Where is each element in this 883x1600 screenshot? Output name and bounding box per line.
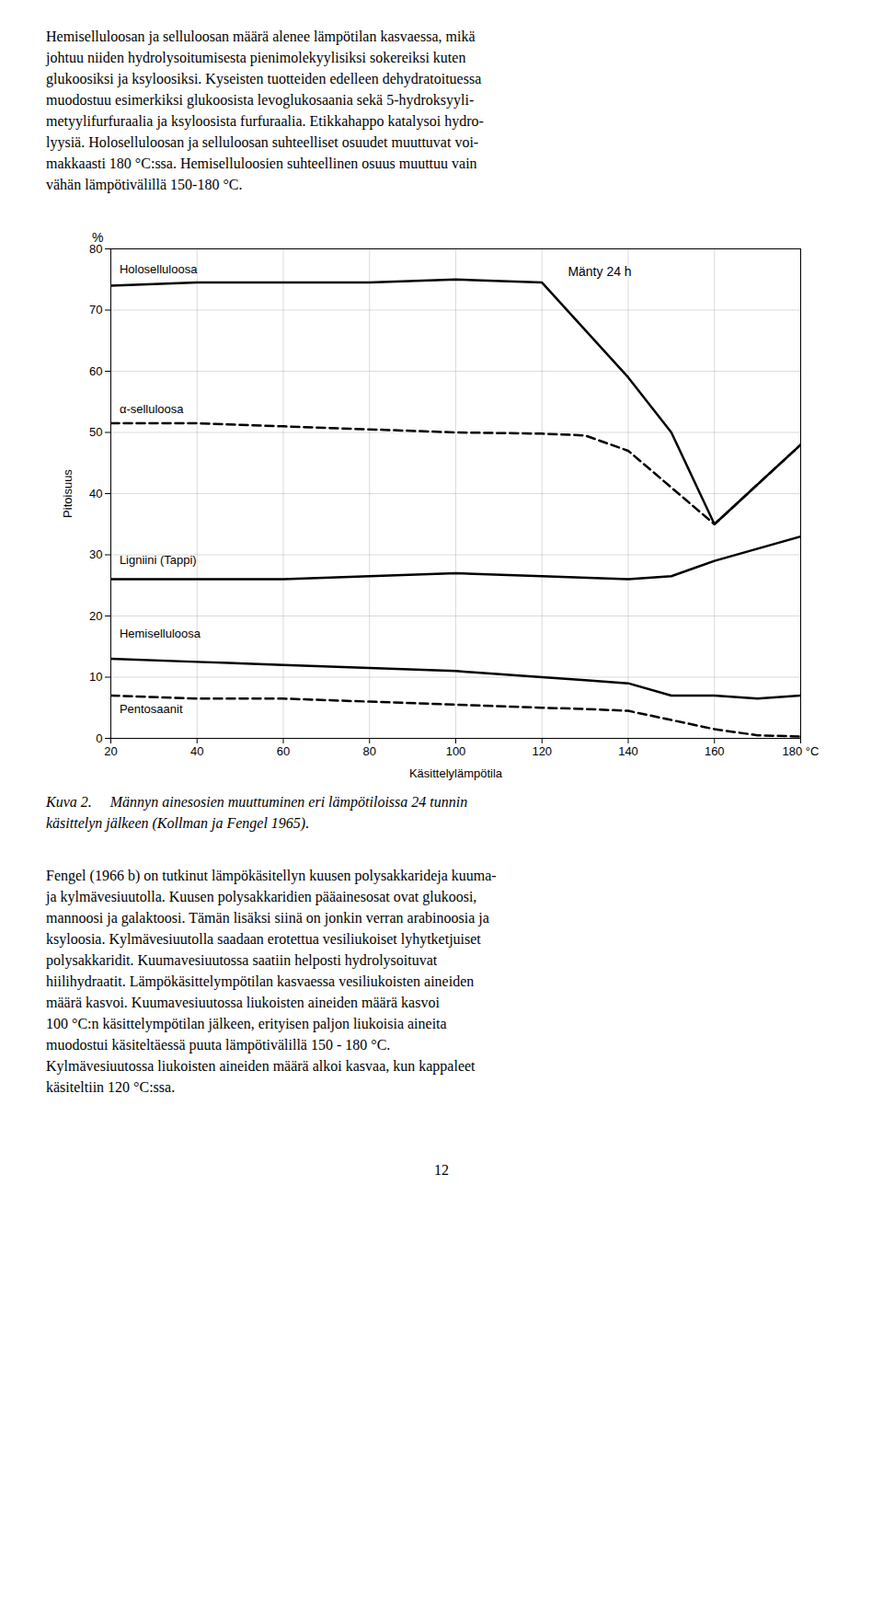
svg-text:Pitoisuus: Pitoisuus xyxy=(60,469,75,518)
html-text:metyylifurfuraalia ja ksyloosi: metyylifurfuraalia ja ksyloosista furfur… xyxy=(45,113,484,129)
svg-text:70: 70 xyxy=(89,302,103,317)
html-text:makkaasti 180 °C:ssa. Hemisell: makkaasti 180 °C:ssa. Hemiselluloosien s… xyxy=(45,155,478,172)
html-text:glukoosiksi ja ksyloosiksi. Ky: glukoosiksi ja ksyloosiksi. Kyseisten tu… xyxy=(45,70,482,87)
svg-text:Ligniini (Tappi): Ligniini (Tappi) xyxy=(119,552,197,567)
html-text:Kuva 2. Männyn ainesosien muut: Kuva 2. Männyn ainesosien muuttuminen er… xyxy=(45,793,468,810)
svg-text:Hemiselluloosa: Hemiselluloosa xyxy=(119,626,202,641)
svg-text:180 °C: 180 °C xyxy=(782,744,820,758)
html-text:lyysiä. Holoselluloosan ja sel: lyysiä. Holoselluloosan ja selluloosan s… xyxy=(45,134,479,150)
html-text:hiilihydraatit. Lämpökäsittely: hiilihydraatit. Lämpökäsittelympötilan k… xyxy=(45,973,474,989)
svg-text:60: 60 xyxy=(276,744,290,758)
svg-text:Käsittelylämpötila: Käsittelylämpötila xyxy=(409,766,504,780)
svg-text:30: 30 xyxy=(89,547,103,562)
html-text:käsiteltiin 120 °C:ssa.: käsiteltiin 120 °C:ssa. xyxy=(45,1078,175,1095)
svg-text:100: 100 xyxy=(446,744,467,758)
html-text:Hemiselluloosan ja selluloosan: Hemiselluloosan ja selluloosan määrä ale… xyxy=(45,28,476,45)
html-text:muodostui käsiteltäessä puuta: muodostui käsiteltäessä puuta lämpötiväl… xyxy=(45,1036,391,1053)
html-text:käsittelyn jälkeen (Kollman ja: käsittelyn jälkeen (Kollman ja Fengel 19… xyxy=(45,814,310,831)
svg-text:10: 10 xyxy=(89,669,103,684)
svg-text:40: 40 xyxy=(89,486,103,501)
svg-text:50: 50 xyxy=(89,424,103,439)
html-text:johtuu niiden hydrolysoitumise: johtuu niiden hydrolysoitumisesta pienim… xyxy=(45,49,466,66)
svg-text:80: 80 xyxy=(89,241,103,256)
svg-text:20: 20 xyxy=(89,608,103,623)
html-text:100 °C:n käsittelympötilan jäl: 100 °C:n käsittelympötilan jälkeen, erit… xyxy=(45,1015,447,1032)
html-text:määrä kasvoi. Kuumavesiuutossa: määrä kasvoi. Kuumavesiuutossa liukoiste… xyxy=(45,994,440,1010)
svg-text:160: 160 xyxy=(704,744,725,758)
svg-text:0: 0 xyxy=(95,731,103,746)
html-text:ja kylmävesiuutolla. Kuusen po: ja kylmävesiuutolla. Kuusen polysakkarid… xyxy=(45,888,477,905)
svg-text:Mänty 24 h: Mänty 24 h xyxy=(567,263,631,279)
html-text:Kylmävesiuutossa liukoisten ai: Kylmävesiuutossa liukoisten aineiden mää… xyxy=(45,1057,476,1074)
svg-text:Holoselluloosa: Holoselluloosa xyxy=(119,262,198,276)
svg-text:%: % xyxy=(91,229,104,245)
html-text:12: 12 xyxy=(434,1161,449,1178)
html-text:ksyloosia. Kylmävesiuutolla sa: ksyloosia. Kylmävesiuutolla saadaan erot… xyxy=(45,930,481,947)
html-text:vähän lämpötivälillä 150-180 °: vähän lämpötivälillä 150-180 °C. xyxy=(45,176,243,193)
html-text:mannoosi ja galaktoosi. Tämän: mannoosi ja galaktoosi. Tämän lisäksi si… xyxy=(45,909,490,926)
svg-text:20: 20 xyxy=(103,744,117,758)
svg-text:40: 40 xyxy=(190,744,204,758)
svg-text:80: 80 xyxy=(363,744,377,758)
svg-text:Pentosaanit: Pentosaanit xyxy=(119,701,184,716)
html-text:Fengel (1966 b) on tutkinut lä: Fengel (1966 b) on tutkinut lämpökäsitel… xyxy=(45,867,497,883)
html-text:polysakkaridit. Kuumavesiuutos: polysakkaridit. Kuumavesiuutossa saatiin… xyxy=(45,951,438,968)
html-text:muodostuu esimerkiksi glukoosi: muodostuu esimerkiksi glukoosista levogl… xyxy=(45,91,474,108)
svg-text:60: 60 xyxy=(89,364,103,379)
svg-text:α-selluloosa: α-selluloosa xyxy=(119,401,184,416)
svg-text:120: 120 xyxy=(531,744,552,758)
svg-text:140: 140 xyxy=(618,744,639,758)
